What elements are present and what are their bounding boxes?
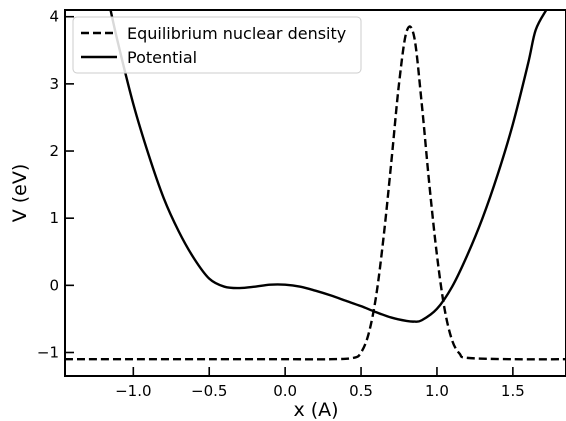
legend-label-potential: Potential: [127, 48, 197, 67]
y-tick-label: 3: [49, 75, 59, 93]
x-tick-label: 1.0: [425, 382, 449, 400]
x-tick-label: 0.0: [273, 382, 297, 400]
series-line-potential: [109, 10, 548, 323]
x-tick-label: −1.0: [115, 382, 151, 400]
x-tick-label: −0.5: [191, 382, 227, 400]
x-tick-label: 0.5: [349, 382, 373, 400]
plot-frame: [64, 9, 566, 377]
y-tick-label: 4: [49, 8, 59, 26]
legend-label-density: Equilibrium nuclear density: [127, 24, 346, 43]
series-line-density: [65, 25, 566, 361]
series-layer: [65, 10, 566, 361]
y-tick-label: 2: [49, 142, 59, 160]
y-tick-label: 0: [49, 276, 59, 294]
y-tick-label: 1: [49, 209, 59, 227]
legend-box: [72, 16, 362, 74]
x-tick-label: 1.5: [501, 382, 525, 400]
y-tick-label: −1: [37, 343, 59, 361]
y-axis-label: V (eV): [9, 164, 31, 223]
axes-layer: −1.0 −0.5 0.0 0.5 1.0 1.5 −1 0 1 2 3 4: [37, 8, 566, 400]
x-axis-label: x (A): [293, 399, 338, 421]
legend: Equilibrium nuclear density Potential: [72, 16, 362, 74]
